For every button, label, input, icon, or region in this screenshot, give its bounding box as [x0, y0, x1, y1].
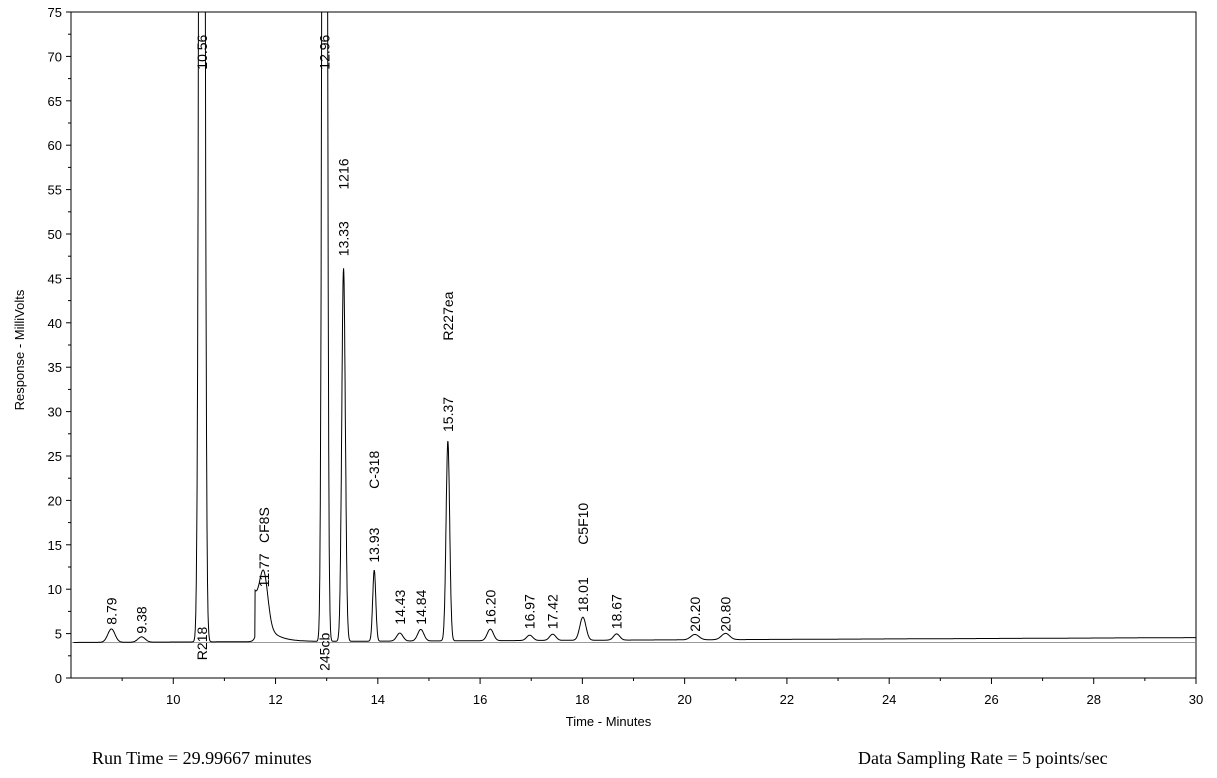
y-tick-label: 15 [48, 538, 62, 553]
y-tick-label: 45 [48, 271, 62, 286]
run-time-text: Run Time = 29.99667 minutes [92, 748, 312, 768]
y-tick-label: 30 [48, 405, 62, 420]
peak-label: 16.97 [522, 594, 538, 629]
y-tick-label: 65 [48, 94, 62, 109]
y-tick-label: 55 [48, 183, 62, 198]
peak-label: 16.20 [482, 589, 498, 624]
peak-label: 20.80 [718, 597, 734, 632]
x-tick-label: 24 [882, 692, 896, 707]
peak-label: 12.96 [317, 34, 333, 69]
peak-label: 8.79 [103, 597, 119, 624]
x-tick-label: 26 [984, 692, 998, 707]
x-tick-label: 16 [473, 692, 487, 707]
peak-label: 13.93 [366, 527, 382, 562]
peak-label: 18.01 [575, 577, 591, 612]
y-tick-label: 10 [48, 582, 62, 597]
peak-label: 20.20 [687, 597, 703, 632]
peak-label: R227ea [440, 291, 456, 340]
plot-area: 0 5 10 15 20 25 30 35 40 45 50 55 60 65 70 75 10 12 14 16 18… [12, 5, 1203, 729]
x-tick-label: 14 [371, 692, 385, 707]
peak-label: 11.77 [256, 553, 272, 587]
x-tick-label: 18 [575, 692, 589, 707]
peak-label: C5F10 [575, 503, 591, 545]
x-tick-label: 28 [1086, 692, 1100, 707]
y-tick-label: 20 [48, 493, 62, 508]
y-tick-label: 50 [48, 227, 62, 242]
y-tick-label: 60 [48, 138, 62, 153]
y-axis-title: Response - MilliVolts [12, 289, 27, 410]
chromatogram-trace [73, 12, 1196, 643]
x-tick-label: 30 [1189, 692, 1203, 707]
sampling-rate-text: Data Sampling Rate = 5 points/sec [858, 748, 1108, 768]
peak-label: 17.42 [545, 594, 561, 629]
peak-label: 14.43 [392, 589, 408, 624]
x-tick-label: 10 [166, 692, 180, 707]
peak-label: 245cb [317, 633, 333, 671]
x-tick-label: 12 [268, 692, 282, 707]
peak-label: 14.84 [413, 589, 429, 624]
y-tick-label: 70 [48, 49, 62, 64]
peak-label: 13.33 [336, 221, 352, 256]
x-axis-title: Time - Minutes [566, 714, 652, 729]
peak-label: 10.56 [194, 34, 210, 69]
y-tick-label: 35 [48, 360, 62, 375]
peak-label: C-318 [366, 451, 382, 489]
y-tick-label: 0 [55, 671, 62, 686]
y-tick-label: 5 [55, 627, 62, 642]
plot-frame [70, 11, 1197, 679]
y-tick-label: 75 [48, 5, 62, 20]
y-tick-label: 25 [48, 449, 62, 464]
peak-label: 18.67 [609, 594, 625, 629]
x-tick-label: 22 [780, 692, 794, 707]
peak-label: R218 [194, 627, 210, 661]
peak-label: 1216 [336, 158, 352, 189]
x-tick-label: 20 [677, 692, 691, 707]
peak-label: CF8S [256, 507, 272, 543]
peak-label: 9.38 [134, 606, 150, 633]
y-tick-label: 40 [48, 316, 62, 331]
peak-label: 15.37 [440, 397, 456, 432]
